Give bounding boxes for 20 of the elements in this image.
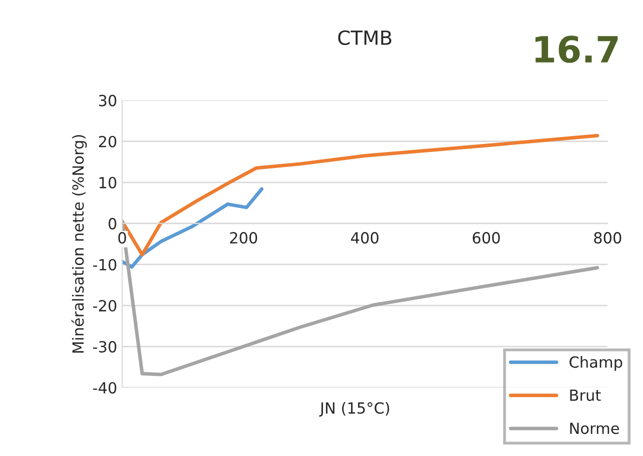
- x-tick-label: 0: [118, 232, 126, 244]
- x-tick-label: 400: [351, 232, 378, 244]
- y-tick-label: 0: [108, 218, 116, 230]
- legend-label: Brut: [570, 390, 601, 401]
- x-tick-label: 600: [472, 232, 500, 244]
- y-tick-label: -30: [93, 341, 116, 353]
- legend-label: Norme: [570, 422, 619, 434]
- x-tick-label: 200: [230, 232, 258, 244]
- y-tick-label: 10: [100, 176, 116, 188]
- y-axis-title: Minéralisation nette (%Norg): [71, 135, 87, 353]
- legend-label: Champ: [570, 356, 622, 371]
- text: 16.7: [535, 36, 618, 63]
- y-tick-label: -20: [93, 300, 116, 312]
- chart-title: CTMB: [338, 30, 392, 46]
- y-tick-label: 20: [98, 136, 116, 148]
- y-tick-label: -10: [93, 258, 116, 270]
- x-axis-title: JN (15°C): [319, 402, 390, 417]
- y-tick-label: 30: [99, 94, 116, 106]
- y-tick-label: -40: [93, 382, 116, 394]
- x-tick-label: 800: [594, 232, 622, 244]
